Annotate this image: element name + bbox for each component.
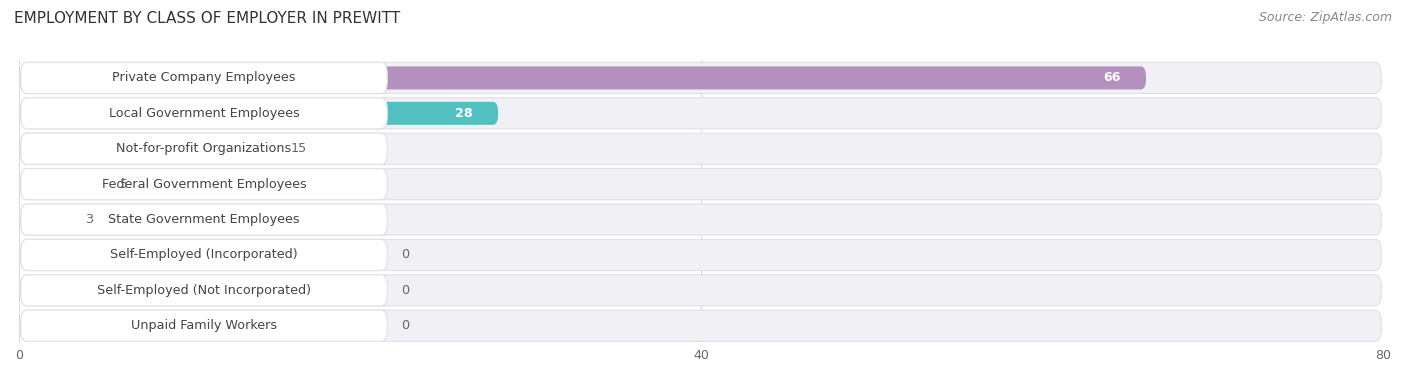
FancyBboxPatch shape [21,66,1146,89]
Text: Local Government Employees: Local Government Employees [108,107,299,120]
FancyBboxPatch shape [21,239,1381,271]
FancyBboxPatch shape [21,279,63,302]
Text: 5: 5 [120,178,128,191]
Text: Federal Government Employees: Federal Government Employees [101,178,307,191]
FancyBboxPatch shape [21,62,1381,93]
FancyBboxPatch shape [21,204,1381,235]
FancyBboxPatch shape [21,314,63,337]
FancyBboxPatch shape [21,275,387,306]
Text: State Government Employees: State Government Employees [108,213,299,226]
FancyBboxPatch shape [21,133,387,164]
Text: 66: 66 [1102,71,1121,84]
FancyBboxPatch shape [21,239,387,271]
Text: 3: 3 [86,213,94,226]
Text: Source: ZipAtlas.com: Source: ZipAtlas.com [1258,11,1392,24]
FancyBboxPatch shape [21,310,387,341]
FancyBboxPatch shape [21,102,498,125]
Text: Private Company Employees: Private Company Employees [112,71,295,84]
Text: 0: 0 [401,284,409,297]
FancyBboxPatch shape [21,133,1381,164]
Text: 28: 28 [454,107,472,120]
FancyBboxPatch shape [21,204,387,235]
Text: Not-for-profit Organizations: Not-for-profit Organizations [117,142,291,155]
FancyBboxPatch shape [21,208,72,231]
FancyBboxPatch shape [21,275,1381,306]
Text: 0: 0 [401,319,409,332]
Text: 15: 15 [290,142,307,155]
Text: Self-Employed (Not Incorporated): Self-Employed (Not Incorporated) [97,284,311,297]
FancyBboxPatch shape [21,98,1381,129]
Text: EMPLOYMENT BY CLASS OF EMPLOYER IN PREWITT: EMPLOYMENT BY CLASS OF EMPLOYER IN PREWI… [14,11,401,26]
Text: Unpaid Family Workers: Unpaid Family Workers [131,319,277,332]
FancyBboxPatch shape [21,173,105,196]
FancyBboxPatch shape [21,137,277,160]
Text: Self-Employed (Incorporated): Self-Employed (Incorporated) [110,248,298,261]
FancyBboxPatch shape [21,62,387,93]
FancyBboxPatch shape [21,169,387,200]
FancyBboxPatch shape [21,169,1381,200]
Text: 0: 0 [401,248,409,261]
FancyBboxPatch shape [21,98,387,129]
FancyBboxPatch shape [21,244,63,267]
FancyBboxPatch shape [21,310,1381,341]
